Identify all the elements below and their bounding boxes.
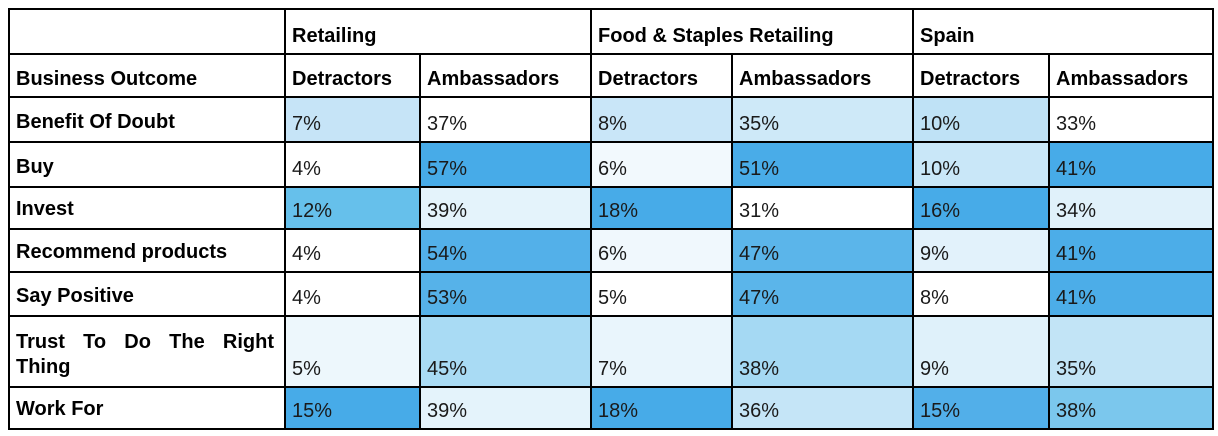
table-row-work-for: Work For 15% 39% 18% 36% 15% 38% bbox=[8, 386, 1215, 430]
value-cell: 39% bbox=[418, 386, 593, 430]
col-header-detractors-food-staples: Detractors bbox=[590, 53, 734, 98]
value-cell: 57% bbox=[418, 141, 593, 188]
row-label: Buy bbox=[8, 141, 286, 188]
group-header-row: Retailing Food & Staples Retailing Spain bbox=[8, 8, 1215, 55]
value-cell: 37% bbox=[418, 96, 593, 143]
table-row-benefit-of-doubt: Benefit Of Doubt 7% 37% 8% 35% 10% 33% bbox=[8, 96, 1215, 143]
value-cell: 8% bbox=[912, 271, 1051, 317]
value-cell: 18% bbox=[590, 186, 734, 230]
value-cell: 51% bbox=[731, 141, 915, 188]
table-row-say-positive: Say Positive 4% 53% 5% 47% 8% 41% bbox=[8, 271, 1215, 317]
group-header-food-staples-retailing: Food & Staples Retailing bbox=[590, 8, 915, 55]
table-row-invest: Invest 12% 39% 18% 31% 16% 34% bbox=[8, 186, 1215, 230]
value-cell: 38% bbox=[1048, 386, 1215, 430]
value-cell: 39% bbox=[418, 186, 593, 230]
corner-cell bbox=[8, 8, 286, 55]
value-cell: 54% bbox=[418, 228, 593, 273]
value-cell: 16% bbox=[912, 186, 1051, 230]
value-cell: 5% bbox=[284, 315, 421, 388]
value-cell: 15% bbox=[912, 386, 1051, 430]
value-cell: 4% bbox=[284, 228, 421, 273]
value-cell: 4% bbox=[284, 141, 421, 188]
value-cell: 31% bbox=[731, 186, 915, 230]
value-cell: 6% bbox=[590, 228, 734, 273]
value-cell: 36% bbox=[731, 386, 915, 430]
value-cell: 41% bbox=[1048, 228, 1215, 273]
value-cell: 6% bbox=[590, 141, 734, 188]
row-label: Recommend products bbox=[8, 228, 286, 273]
value-cell: 8% bbox=[590, 96, 734, 143]
row-label: Trust To Do The Right Thing bbox=[8, 315, 286, 388]
col-header-ambassadors-retailing: Ambassadors bbox=[418, 53, 593, 98]
row-label: Say Positive bbox=[8, 271, 286, 317]
value-cell: 47% bbox=[731, 228, 915, 273]
col-header-ambassadors-food-staples: Ambassadors bbox=[731, 53, 915, 98]
value-cell: 53% bbox=[418, 271, 593, 317]
row-label: Work For bbox=[8, 386, 286, 430]
value-cell: 15% bbox=[284, 386, 421, 430]
business-outcome-heatmap-table: Retailing Food & Staples Retailing Spain… bbox=[8, 8, 1215, 430]
value-cell: 10% bbox=[912, 96, 1051, 143]
value-cell: 9% bbox=[912, 315, 1051, 388]
value-cell: 5% bbox=[590, 271, 734, 317]
value-cell: 18% bbox=[590, 386, 734, 430]
column-header-row: Business Outcome Detractors Ambassadors … bbox=[8, 53, 1215, 98]
table-row-recommend-products: Recommend products 4% 54% 6% 47% 9% 41% bbox=[8, 228, 1215, 273]
row-label: Invest bbox=[8, 186, 286, 230]
value-cell: 7% bbox=[590, 315, 734, 388]
col-header-detractors-retailing: Detractors bbox=[284, 53, 421, 98]
col-header-ambassadors-spain: Ambassadors bbox=[1048, 53, 1215, 98]
value-cell: 47% bbox=[731, 271, 915, 317]
value-cell: 4% bbox=[284, 271, 421, 317]
value-cell: 33% bbox=[1048, 96, 1215, 143]
row-header-business-outcome: Business Outcome bbox=[8, 53, 286, 98]
value-cell: 10% bbox=[912, 141, 1051, 188]
value-cell: 41% bbox=[1048, 141, 1215, 188]
value-cell: 45% bbox=[418, 315, 593, 388]
value-cell: 41% bbox=[1048, 271, 1215, 317]
value-cell: 9% bbox=[912, 228, 1051, 273]
table-row-buy: Buy 4% 57% 6% 51% 10% 41% bbox=[8, 141, 1215, 188]
row-label: Benefit Of Doubt bbox=[8, 96, 286, 143]
value-cell: 38% bbox=[731, 315, 915, 388]
value-cell: 35% bbox=[1048, 315, 1215, 388]
group-header-spain: Spain bbox=[912, 8, 1215, 55]
table-row-trust-to-do-the-right-thing: Trust To Do The Right Thing 5% 45% 7% 38… bbox=[8, 315, 1215, 388]
col-header-detractors-spain: Detractors bbox=[912, 53, 1051, 98]
value-cell: 12% bbox=[284, 186, 421, 230]
value-cell: 35% bbox=[731, 96, 915, 143]
value-cell: 7% bbox=[284, 96, 421, 143]
group-header-retailing: Retailing bbox=[283, 8, 593, 55]
value-cell: 34% bbox=[1048, 186, 1215, 230]
